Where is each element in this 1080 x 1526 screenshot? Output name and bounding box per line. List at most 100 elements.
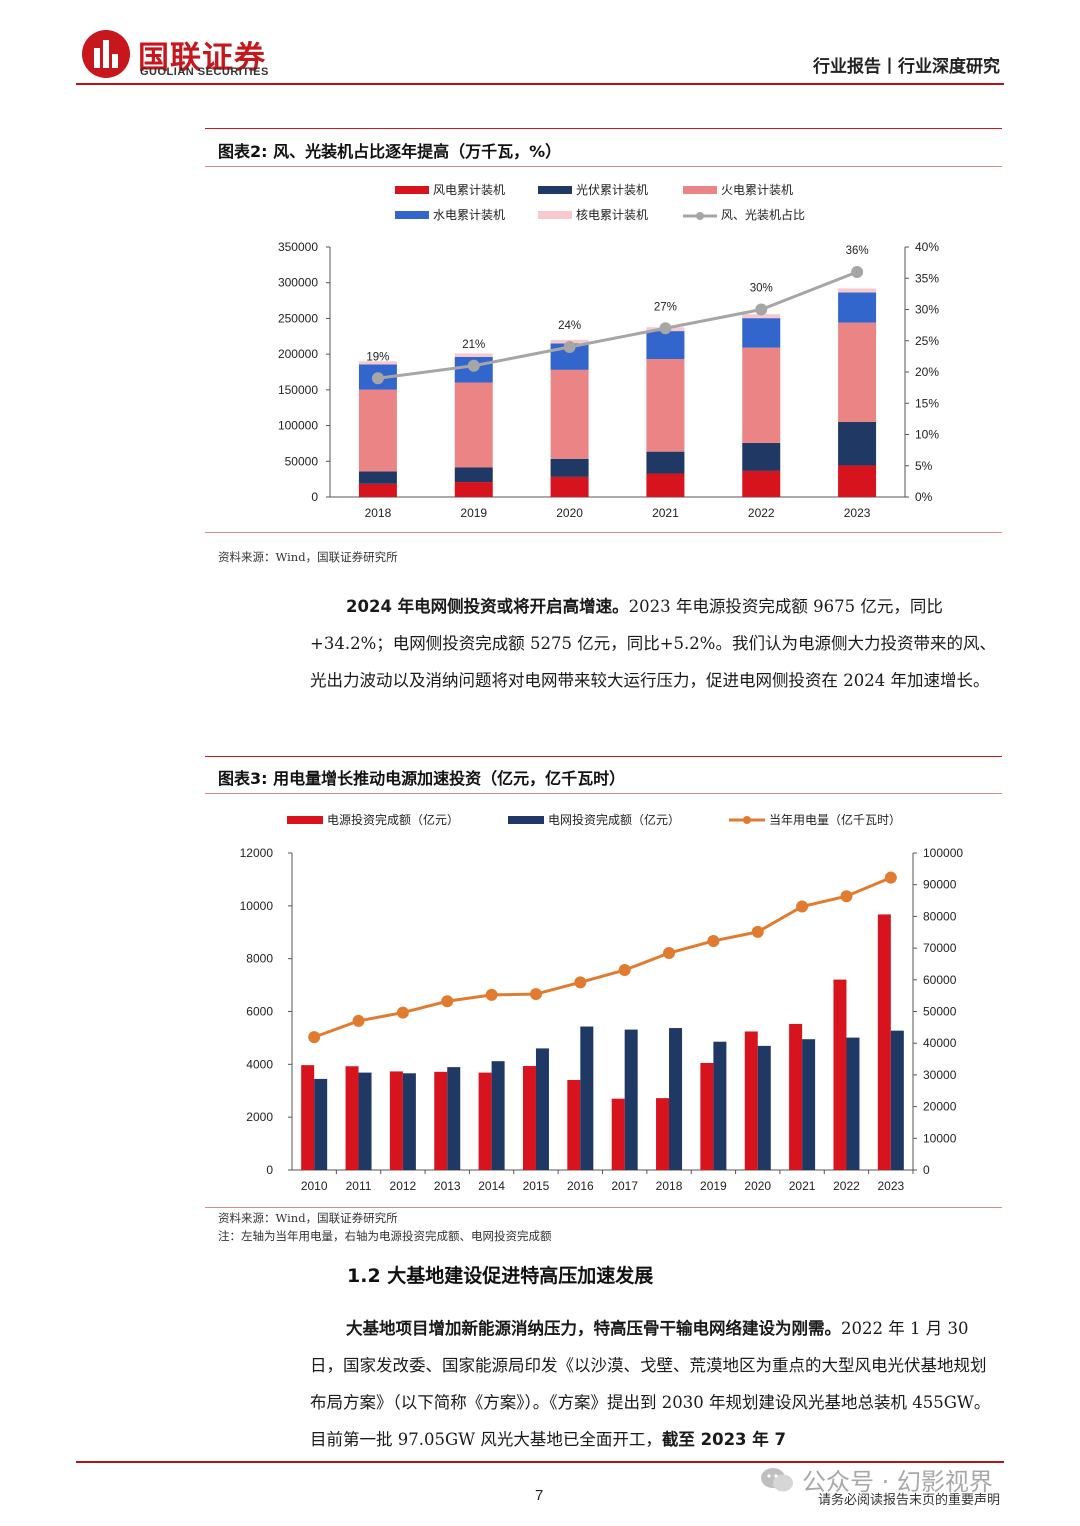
x-tick-label: 2018	[365, 506, 392, 520]
y-left-tick-label: 2000	[246, 1110, 273, 1124]
fig2-title-rule	[205, 166, 1002, 167]
fig2-source: 资料来源：Wind，国联证券研究所	[218, 550, 398, 564]
fig2-title: 图表2: 风、光装机占比逐年提高（万千瓦，%）	[218, 142, 562, 161]
legend-swatch-4	[538, 211, 572, 219]
consumption-point	[352, 1014, 365, 1027]
y-right-tick-label: 70000	[923, 941, 957, 955]
bar-segment	[742, 347, 781, 443]
y-left-tick-label: 0	[266, 1163, 273, 1177]
legend-label-3: 水电累计装机	[433, 208, 505, 222]
logo-en-text: GUOLIAN SECURITIES	[140, 66, 269, 78]
ratio-data-label: 36%	[846, 245, 869, 257]
bar	[833, 979, 847, 1170]
legend-swatch-0	[287, 816, 323, 824]
y-right-tick-label: 10000	[923, 1131, 957, 1145]
bar-segment	[838, 322, 877, 422]
y-left-tick-label: 250000	[278, 311, 318, 325]
bar-segment	[358, 389, 397, 472]
x-tick-label: 2013	[434, 1179, 461, 1193]
bar	[478, 1072, 492, 1170]
ratio-point	[371, 372, 384, 385]
bar-segment	[454, 482, 493, 497]
bar-segment	[454, 467, 493, 483]
bar-segment	[550, 369, 589, 459]
legend-label-4: 核电累计装机	[576, 208, 648, 222]
wechat-icon	[761, 1467, 793, 1491]
bar	[757, 1045, 771, 1170]
ratio-data-label: 27%	[654, 301, 677, 313]
y-left-tick-label: 50000	[285, 454, 319, 468]
y-right-tick-label: 10%	[915, 428, 939, 442]
bar	[389, 1071, 403, 1170]
report-type: 行业报告丨行业深度研究	[813, 57, 1000, 77]
ratio-line	[377, 270, 858, 380]
legend-label-0: 电源投资完成额（亿元）	[327, 812, 459, 827]
bar	[713, 1041, 727, 1170]
y-right-tick-label: 0%	[915, 490, 933, 504]
footer-disclaimer: 请务必阅读报告末页的重要声明	[817, 1493, 1000, 1508]
ratio-point	[467, 359, 480, 372]
fig3-title-rule	[205, 793, 1002, 794]
consumption-point	[308, 1031, 321, 1044]
bar-segment	[358, 483, 397, 497]
bar-segment	[454, 382, 493, 468]
bar	[567, 1079, 581, 1170]
y-left-tick-label: 6000	[246, 1005, 273, 1019]
y-right-tick-label: 0	[923, 1163, 930, 1177]
consumption-point	[441, 995, 454, 1008]
legend-label-consumption: 当年用电量（亿千瓦时）	[769, 812, 901, 827]
x-tick-label: 2022	[748, 506, 775, 520]
x-tick-label: 2020	[744, 1179, 771, 1193]
legend-consumption-marker	[743, 816, 751, 824]
bar-segment	[454, 353, 493, 357]
consumption-line	[313, 876, 892, 1039]
y-right-tick-label: 5%	[915, 459, 933, 473]
bar	[656, 1098, 670, 1170]
bar-segment	[550, 458, 589, 477]
bar-segment	[838, 465, 877, 497]
y-left-tick-label: 300000	[278, 276, 318, 290]
y-left-tick-label: 4000	[246, 1057, 273, 1071]
bar-segment	[358, 361, 397, 365]
legend-label-1: 光伏累计装机	[576, 183, 648, 197]
y-right-tick-label: 80000	[923, 909, 957, 923]
bar	[700, 1062, 714, 1170]
section-title: 1.2 大基地建设促进特高压加速发展	[347, 1265, 654, 1287]
legend-swatch-2	[683, 186, 717, 194]
y-left-tick-label: 200000	[278, 347, 318, 361]
paragraph-grid-investment-lead: 2024 年电网侧投资或将开启高增速。	[346, 597, 629, 616]
x-tick-label: 2017	[611, 1179, 638, 1193]
bar-segment	[646, 451, 685, 474]
y-right-tick-label: 40000	[923, 1036, 957, 1050]
bar	[447, 1067, 461, 1170]
bar	[314, 1078, 328, 1170]
bar	[846, 1037, 860, 1170]
bar	[345, 1066, 359, 1170]
y-left-tick-label: 100000	[278, 419, 318, 433]
bar	[301, 1065, 315, 1170]
ratio-point	[851, 266, 864, 278]
x-tick-label: 2011	[346, 1179, 372, 1193]
logo-cn-text: 国联证券	[138, 40, 266, 76]
watermark-text: 公众号 · 幻影视界	[802, 1468, 993, 1496]
bar-segment	[358, 471, 397, 484]
bar-segment	[646, 473, 685, 497]
y-left-tick-label: 150000	[278, 383, 318, 397]
ratio-data-label: 24%	[558, 320, 581, 332]
consumption-point	[796, 900, 809, 913]
consumption-point	[751, 925, 764, 938]
legend-ratio-marker	[696, 212, 704, 220]
x-tick-label: 2010	[301, 1179, 328, 1193]
fig2-top-rule	[205, 128, 1002, 129]
footer-rule	[76, 1461, 1004, 1463]
x-tick-label: 2016	[567, 1179, 594, 1193]
legend-swatch-0	[395, 186, 429, 194]
consumption-point	[707, 934, 720, 947]
consumption-point	[618, 964, 631, 977]
paragraph-uhv-tail: 截至 2023 年 7	[661, 1430, 787, 1449]
y-right-tick-label: 20%	[915, 365, 939, 379]
ratio-point	[563, 341, 576, 353]
bar-segment	[742, 318, 781, 348]
x-tick-label: 2014	[478, 1179, 505, 1193]
consumption-point	[485, 988, 498, 1001]
